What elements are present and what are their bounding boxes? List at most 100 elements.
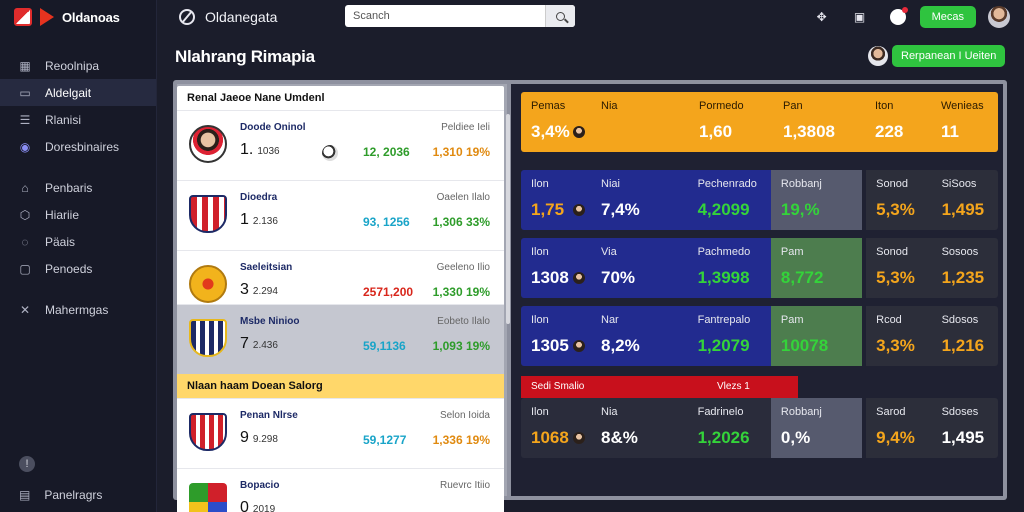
odd-primary[interactable]: 2571,200 <box>363 285 414 299</box>
stat-row[interactable]: Ilon 1068 Nia 8&% Fadrinelo 1,2026 Robbanj 0,% S… <box>521 398 999 458</box>
match-row[interactable]: Dioedra 1 2.136 Oaelen Ilalo 93, 1256 1,3… <box>177 180 504 250</box>
odd-secondary[interactable]: 1,336 19% <box>432 433 490 447</box>
window-icon[interactable]: ▣ <box>853 10 866 24</box>
match-row[interactable]: Msbe Ninioo 7 2.436 Eobeto Ilalo 59,1136 … <box>177 304 504 374</box>
search-button[interactable] <box>545 5 575 27</box>
stat-cell[interactable]: Iton 228 <box>865 92 931 152</box>
stat-cell[interactable]: Fantrepalo 1,2079 <box>687 306 771 366</box>
page-action: Rerpanean I Ueiten <box>868 45 1006 67</box>
sidebar-item-8[interactable]: ✕ Mahermgas <box>0 296 156 323</box>
stat-value: 1,2026 <box>697 428 750 447</box>
stat-value: 1,216 <box>941 336 985 355</box>
sidebar-item-label: Reoolnipa <box>45 58 100 73</box>
stat-row[interactable]: Ilon 1305 Nar 8,2% Fantrepalo 1,2079 Pam 10078 R… <box>521 306 999 366</box>
odd-primary[interactable]: 59,1136 <box>363 339 406 353</box>
match-row[interactable]: Penan Nlrse 9 9.298 Selon Ioida 59,1277 1… <box>177 398 504 468</box>
stat-extra-value: 8,2% <box>601 336 640 355</box>
matches-card-top: Renal Jaeoe Nane Umdenl Doode Oninol 1. 1… <box>177 86 504 320</box>
player-icon <box>573 432 585 444</box>
stat-value: 1305 <box>531 336 569 355</box>
player-icon <box>573 126 585 138</box>
stat-cell[interactable]: Ilon 1068 Nia 8&% <box>521 398 688 458</box>
odd-secondary[interactable]: 1,310 19% <box>432 145 490 159</box>
notification-icon[interactable] <box>889 7 908 25</box>
sidebar-item-6[interactable]: ◌ Päais <box>0 228 156 255</box>
match-row[interactable]: Bopacio 0 2019 Ruevrc Itiio <box>177 468 504 512</box>
odd-primary[interactable]: 59,1277 <box>363 433 407 447</box>
stat-label: Sonod <box>876 246 908 258</box>
info-icon[interactable]: ! <box>19 456 35 472</box>
menu-button[interactable]: Mecas <box>919 6 976 28</box>
stat-cell[interactable]: Robbanj 19,% <box>770 170 863 230</box>
stat-cell[interactable]: Pechenrado 4,2099 <box>687 170 771 230</box>
odd-secondary[interactable]: 1,330 19% <box>432 285 490 299</box>
stat-cell[interactable]: Sonod 5,3% <box>866 170 932 230</box>
sidebar-footer-item[interactable]: ▤ Panelragrs <box>19 488 102 502</box>
stat-cell[interactable]: Pam 8,772 <box>770 238 863 298</box>
stat-label: Rcod <box>876 314 902 326</box>
stat-cell[interactable]: Sarod 9,4% <box>866 398 932 458</box>
stat-cell[interactable]: Wenieas 11 <box>931 92 998 152</box>
search-input[interactable] <box>345 10 540 22</box>
stat-extra-value: 7,4% <box>601 200 640 219</box>
odd-primary[interactable]: 12, 2036 <box>363 145 410 159</box>
sidebar-item-4[interactable]: ⌂ Penbaris <box>0 174 156 201</box>
stat-row[interactable]: Ilon 1308 Via 70% Pachmedo 1,3998 Pam 8,772 Sono… <box>521 238 999 298</box>
odd-secondary[interactable]: 1,306 33% <box>432 215 490 229</box>
stat-label: SiSoos <box>941 178 977 190</box>
stat-cell[interactable]: Pam 10078 <box>770 306 863 366</box>
stat-row[interactable]: Ilon 1,75 Niai 7,4% Pechenrado 4,2099 Robbanj 1… <box>521 170 999 230</box>
stat-value: 1,2079 <box>697 336 750 355</box>
sidebar-item-1[interactable]: ▭ Aldelgait <box>0 79 156 106</box>
stat-cell[interactable]: Pemas 3,4% Nia <box>521 92 689 152</box>
stat-value: 8,772 <box>780 268 824 287</box>
stat-cell[interactable]: Pan 1,3808 <box>773 92 865 152</box>
matches-panel: Renal Jaeoe Nane Umdenl Doode Oninol 1. 1… <box>177 84 510 512</box>
stat-cell[interactable]: Ilon 1,75 Niai 7,4% <box>521 170 688 230</box>
player-icon <box>573 204 585 216</box>
stat-label: Ilon <box>531 314 549 326</box>
team-name: Bopacio <box>240 480 280 491</box>
user-avatar[interactable] <box>868 46 888 66</box>
stat-label: Sonod <box>876 178 908 190</box>
stat-cell[interactable]: Ilon 1305 Nar 8,2% <box>521 306 688 366</box>
stat-label: Pan <box>783 100 803 112</box>
stat-cell[interactable]: Pachmedo 1,3998 <box>687 238 771 298</box>
stat-value: 9,4% <box>876 428 915 447</box>
avatar[interactable] <box>988 6 1010 28</box>
stat-cell[interactable]: Sonod 5,3% <box>866 238 932 298</box>
stat-cell[interactable]: SiSoos 1,495 <box>931 170 999 230</box>
app-title: Oldanegata <box>205 9 278 25</box>
stat-cell[interactable]: Sdosos 1,216 <box>931 306 999 366</box>
scrollbar[interactable] <box>506 114 510 324</box>
stat-cell[interactable]: Robbanj 0,% <box>770 398 863 458</box>
sidebar-item-3[interactable]: ◉ Doresbinaires <box>0 133 156 160</box>
stat-cell[interactable]: Pormedo 1,60 <box>689 92 773 152</box>
stat-cell[interactable]: Sosoos 1,235 <box>931 238 999 298</box>
club-crest-icon <box>189 195 227 233</box>
stat-value: 1068 <box>531 428 569 447</box>
sidebar-item-7[interactable]: ▢ Penoeds <box>0 255 156 282</box>
team-score: 9 9.298 <box>240 429 278 446</box>
move-icon[interactable]: ✥ <box>816 10 827 24</box>
match-status: Eobeto Ilalo <box>437 316 490 327</box>
match-row[interactable]: Saeleitsian 3 2.294 Geeleno Ilio 2571,200… <box>177 250 504 320</box>
odd-secondary[interactable]: 1,093 19% <box>432 339 490 353</box>
sidebar-item-0[interactable]: ▦ Reoolnipa <box>0 52 156 79</box>
stat-row[interactable]: Pemas 3,4% Nia Pormedo 1,60 Pan 1,3808 Iton 228 W… <box>521 92 998 152</box>
sidebar-item-5[interactable]: ⬡ Hiariie <box>0 201 156 228</box>
monitor-icon: ▢ <box>19 261 31 276</box>
sidebar-item-2[interactable]: ☰ Rlanisi <box>0 106 156 133</box>
stat-label: Pemas <box>531 100 566 112</box>
stat-label: Pam <box>780 246 804 258</box>
stat-cell[interactable]: Fadrinelo 1,2026 <box>687 398 771 458</box>
stat-cell[interactable]: Rcod 3,3% <box>866 306 932 366</box>
matches-card-header: Nlaan haam Doean Salorg <box>177 374 504 398</box>
match-row[interactable]: Doode Oninol 1. 1036 Peldiee Ieli 12, 203… <box>177 110 504 180</box>
stat-cell[interactable]: Ilon 1308 Via 70% <box>521 238 688 298</box>
odd-primary[interactable]: 93, 1256 <box>363 215 410 229</box>
logo[interactable]: Oldanoas <box>0 0 156 34</box>
stat-cell[interactable]: Sdoses 1,495 <box>931 398 999 458</box>
primary-action-button[interactable]: Rerpanean I Ueiten <box>892 45 1006 67</box>
stat-value: 4,2099 <box>697 200 750 219</box>
